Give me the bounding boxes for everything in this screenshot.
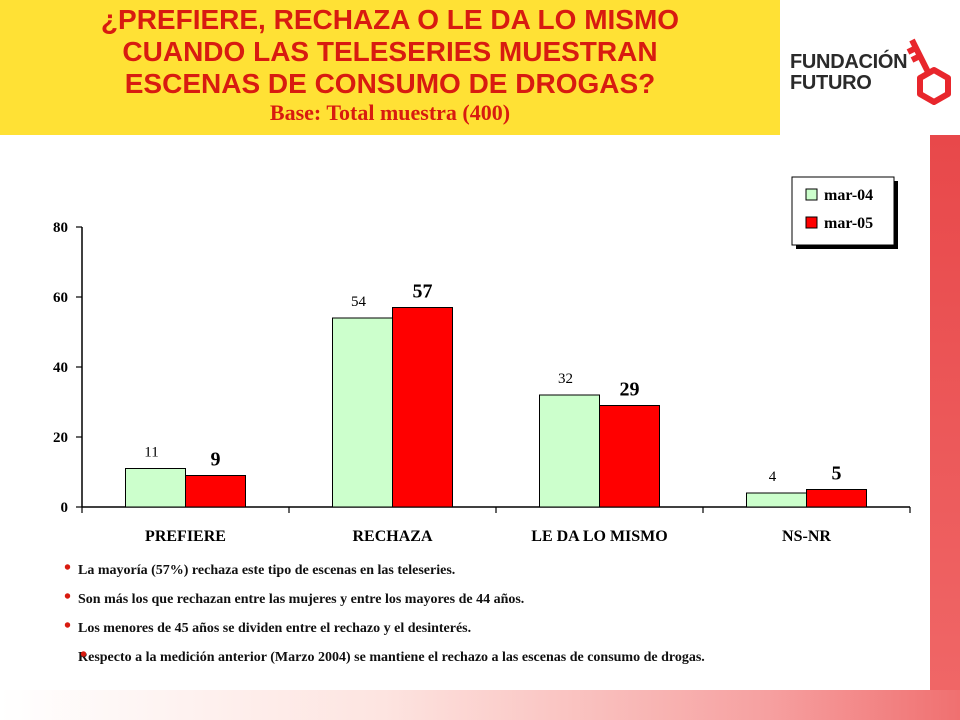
chart-legend: mar-04 mar-05 [791, 176, 898, 249]
finding-item: Respecto a la medición anterior (Marzo 2… [62, 646, 892, 667]
bar-mar-04 [746, 492, 807, 508]
y-tick-label: 20 [53, 430, 68, 446]
chart-labels: 11 9 54 57 32 29 4 5 [144, 281, 841, 486]
bar-mar-05 [392, 307, 453, 508]
subtitle: Base: Total muestra (400) [269, 100, 511, 125]
title-line-3: ESCENAS DE CONSUMO DE DROGAS? [124, 68, 656, 99]
fundacion-futuro-logo: FUNDACIÓN FUTURO [790, 30, 955, 110]
data-label: 9 [211, 449, 221, 471]
data-label: 4 [769, 469, 777, 485]
y-tick-label: 80 [53, 220, 68, 236]
bar-mar-05 [185, 475, 246, 508]
key-icon [906, 38, 951, 105]
x-tick-label: NS-NR [782, 528, 831, 545]
legend-label: mar-04 [824, 187, 873, 204]
finding-item: La mayoría (57%) rechaza este tipo de es… [62, 559, 892, 580]
data-label: 57 [413, 281, 433, 303]
bar-chart: 0 20 40 60 80 PREFIERE RECHAZA LE DA LO MISMO NS… [53, 176, 911, 545]
finding-item: Los menores de 45 años se dividen entre … [62, 617, 892, 638]
legend-label: mar-05 [824, 215, 873, 232]
title-banner: ¿PREFIERE, RECHAZA O LE DA LO MISMO CUAN… [0, 0, 780, 135]
finding-item: Son más los que rechazan entre las mujer… [62, 588, 892, 609]
right-decor-band [930, 135, 960, 720]
bottom-decor-band [0, 690, 960, 720]
bar-mar-04 [332, 317, 393, 508]
data-label: 54 [351, 294, 367, 310]
bar-mar-04 [539, 394, 600, 508]
logo-text: FUNDACIÓN FUTURO [790, 51, 908, 94]
bar-mar-05 [599, 405, 660, 508]
logo-line-1: FUNDACIÓN [790, 51, 908, 73]
title-line-1: ¿PREFIERE, RECHAZA O LE DA LO MISMO [100, 4, 680, 35]
data-label: 32 [558, 371, 573, 387]
y-tick-label: 40 [53, 360, 68, 376]
legend-swatch [805, 188, 818, 201]
legend-swatch [805, 216, 818, 229]
chart-bars [125, 307, 867, 508]
y-tick-label: 60 [53, 290, 68, 306]
x-tick-label: PREFIERE [145, 528, 226, 545]
title-line-2: CUANDO LAS TELESERIES MUESTRAN [122, 36, 658, 67]
bar-mar-05 [806, 489, 867, 508]
chart-axes: 0 20 40 60 80 PREFIERE RECHAZA LE DA LO MISMO NS… [53, 220, 911, 545]
legend-box [791, 176, 895, 246]
bar-mar-04 [125, 468, 186, 508]
data-label: 29 [620, 379, 640, 401]
x-tick-label: LE DA LO MISMO [531, 528, 667, 545]
title-lines: ¿PREFIERE, RECHAZA O LE DA LO MISMO CUAN… [0, 0, 780, 100]
y-tick-label: 0 [61, 500, 69, 516]
data-label: 11 [144, 445, 158, 461]
logo-line-2: FUTURO [790, 72, 872, 94]
x-tick-label: RECHAZA [352, 528, 432, 545]
data-label: 5 [832, 463, 842, 485]
findings-list: La mayoría (57%) rechaza este tipo de es… [62, 559, 892, 678]
